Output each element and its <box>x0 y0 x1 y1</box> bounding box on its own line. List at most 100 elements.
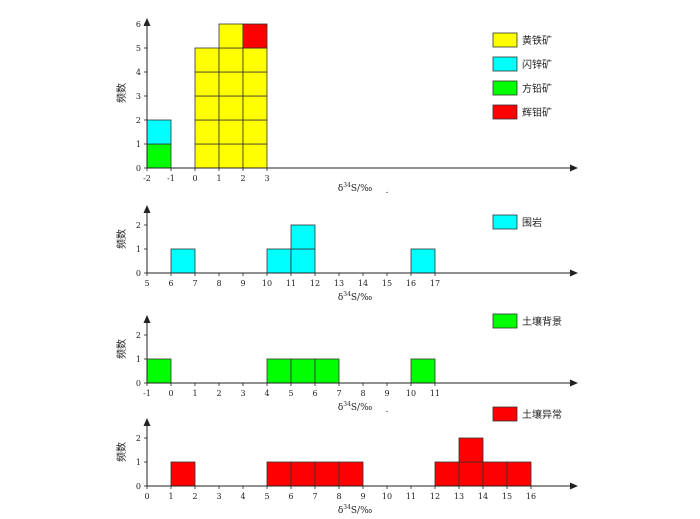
x-tick-label: 5 <box>288 389 293 398</box>
bar-block <box>218 119 244 145</box>
bar-block <box>218 95 244 121</box>
y-tick-label: 2 <box>136 116 141 125</box>
legend-swatch <box>492 56 518 72</box>
legend-label: 闪锌矿 <box>522 58 552 71</box>
bar-block <box>434 461 460 487</box>
x-tick-label: 15 <box>502 492 512 501</box>
y-axis-arrow <box>143 418 151 426</box>
x-axis-arrow <box>570 164 578 172</box>
bar-block <box>242 71 268 97</box>
x-tick-label: 15 <box>382 279 392 288</box>
legend-swatch <box>492 104 518 120</box>
x-tick-label: 1 <box>216 174 221 183</box>
x-tick-label: 7 <box>192 279 197 288</box>
bar-block <box>170 461 196 487</box>
y-axis-label: 频数 <box>115 339 128 359</box>
bar-block <box>194 119 220 145</box>
bar-block <box>410 248 436 274</box>
bar-block <box>218 47 244 73</box>
bar-block <box>338 461 364 487</box>
bar-block <box>266 248 292 274</box>
y-tick-label: 2 <box>136 434 141 443</box>
x-tick-label: -1 <box>143 389 151 398</box>
bar-block <box>242 119 268 145</box>
x-tick-label: 16 <box>406 279 416 288</box>
x-tick-label: 1 <box>192 389 197 398</box>
x-axis-label: δ34S/‰ <box>338 182 372 194</box>
bar-block <box>218 23 244 49</box>
y-tick-label: 0 <box>136 269 141 278</box>
bar-block <box>290 224 316 250</box>
x-tick-label: 7 <box>336 389 341 398</box>
legend-label: 方铅矿 <box>522 82 552 95</box>
x-tick-label: 9 <box>384 389 389 398</box>
x-tick-label: 3 <box>264 174 269 183</box>
y-tick-label: 0 <box>136 164 141 173</box>
y-axis-label: 频数 <box>115 83 128 103</box>
x-tick-label: 11 <box>406 492 416 501</box>
y-tick-label: 1 <box>136 245 141 254</box>
bar-block <box>506 461 532 487</box>
x-tick-label: 17 <box>430 279 440 288</box>
x-tick-label: 11 <box>286 279 296 288</box>
x-tick-label: 12 <box>430 492 440 501</box>
x-tick-label: 6 <box>312 389 317 398</box>
legend-swatch <box>492 313 518 329</box>
bar-block <box>290 248 316 274</box>
bar-block <box>218 143 244 169</box>
x-tick-label: 0 <box>192 174 197 183</box>
bar-block <box>242 47 268 73</box>
y-axis-label: 频数 <box>115 442 128 462</box>
bar-block <box>242 143 268 169</box>
y-axis-arrow <box>143 205 151 213</box>
x-tick-label: 6 <box>288 492 293 501</box>
y-tick-label: 3 <box>136 92 141 101</box>
x-tick-label: 4 <box>264 389 269 398</box>
y-axis-arrow <box>143 315 151 323</box>
x-tick-label: 12 <box>310 279 320 288</box>
bar-block <box>410 358 436 384</box>
legend-swatch <box>492 406 518 422</box>
x-axis-label: δ34S/‰ <box>338 504 372 516</box>
bar-block <box>458 437 484 463</box>
stray-mark: . <box>386 405 389 415</box>
y-tick-label: 2 <box>136 331 141 340</box>
bar-block <box>458 461 484 487</box>
x-tick-label: 9 <box>240 279 245 288</box>
bar-block <box>314 358 340 384</box>
x-tick-label: 0 <box>144 492 149 501</box>
bar-block <box>290 358 316 384</box>
x-tick-label: 0 <box>168 389 173 398</box>
legend-label: 土壤背景 <box>522 315 562 328</box>
x-tick-label: 13 <box>334 279 344 288</box>
x-tick-label: 3 <box>240 389 245 398</box>
bar-block <box>290 461 316 487</box>
y-tick-label: 6 <box>136 20 141 29</box>
x-tick-label: 5 <box>264 492 269 501</box>
y-tick-label: 1 <box>136 355 141 364</box>
bar-block <box>266 358 292 384</box>
bar-block <box>146 119 172 145</box>
x-tick-label: 4 <box>240 492 245 501</box>
x-tick-label: 2 <box>216 389 221 398</box>
x-axis-arrow <box>570 482 578 490</box>
x-tick-label: 7 <box>312 492 317 501</box>
bar-block <box>194 71 220 97</box>
legend-label: 土壤异常 <box>522 408 562 421</box>
x-tick-label: 10 <box>406 389 416 398</box>
y-tick-label: 5 <box>136 44 141 53</box>
y-tick-label: 0 <box>136 379 141 388</box>
legend-label: 辉钼矿 <box>522 106 552 119</box>
x-axis-arrow <box>570 379 578 387</box>
bar-block <box>266 461 292 487</box>
y-axis-arrow <box>143 18 151 26</box>
bar-block <box>194 95 220 121</box>
y-tick-label: 2 <box>136 221 141 230</box>
bar-block <box>170 248 196 274</box>
x-axis-label: δ34S/‰ <box>338 401 372 413</box>
x-tick-label: -2 <box>143 174 151 183</box>
